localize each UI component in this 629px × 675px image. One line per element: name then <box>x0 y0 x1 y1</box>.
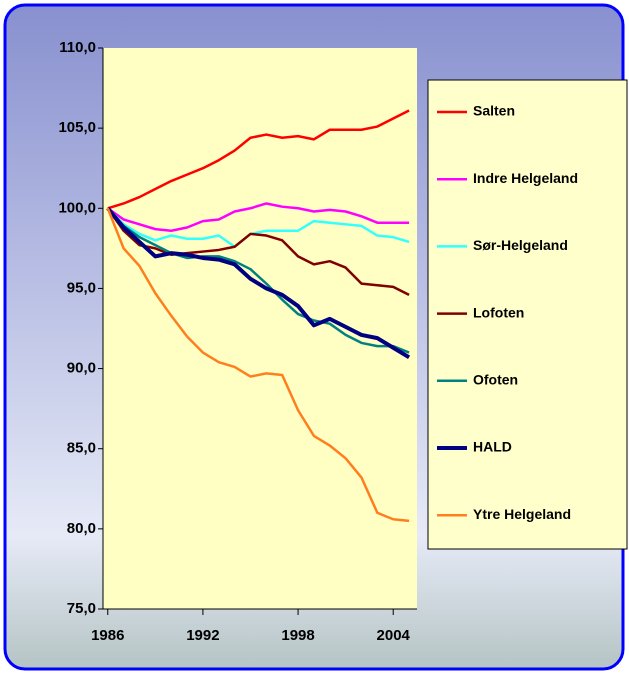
series-line <box>106 207 410 354</box>
legend: Salten Indre Helgeland Sør-Helgeland Lofote… <box>437 103 578 522</box>
y-tick-label: 95,0 <box>67 279 96 296</box>
legend-label: Indre Helgeland <box>473 170 578 186</box>
legend-label: Sør-Helgeland <box>473 237 568 253</box>
x-tick-label: 1986 <box>91 627 124 644</box>
x-tick-label: 1998 <box>281 627 314 644</box>
legend-label: HALD <box>473 439 512 455</box>
y-tick-label: 105,0 <box>58 119 96 136</box>
series-line <box>106 207 410 296</box>
x-tick-label: 2004 <box>377 627 411 644</box>
y-tick-label: 75,0 <box>67 600 96 617</box>
y-tick-label: 100,0 <box>58 199 96 216</box>
legend-label: Ofoten <box>473 372 518 388</box>
plot-area <box>103 48 417 609</box>
series-line <box>106 207 410 249</box>
y-tick-label: 80,0 <box>67 520 96 537</box>
legend-label: Lofoten <box>473 304 524 320</box>
series-line <box>106 207 411 360</box>
series-line <box>106 207 410 523</box>
y-tick-label: 110,0 <box>59 39 96 56</box>
series-line <box>107 109 410 210</box>
y-tick-label: 90,0 <box>67 360 96 377</box>
legend-label: Salten <box>473 103 515 119</box>
legend-label: Ytre Helgeland <box>473 506 571 522</box>
x-tick-label: 1992 <box>186 627 219 644</box>
y-tick-label: 85,0 <box>67 440 96 457</box>
series-line <box>107 202 410 232</box>
